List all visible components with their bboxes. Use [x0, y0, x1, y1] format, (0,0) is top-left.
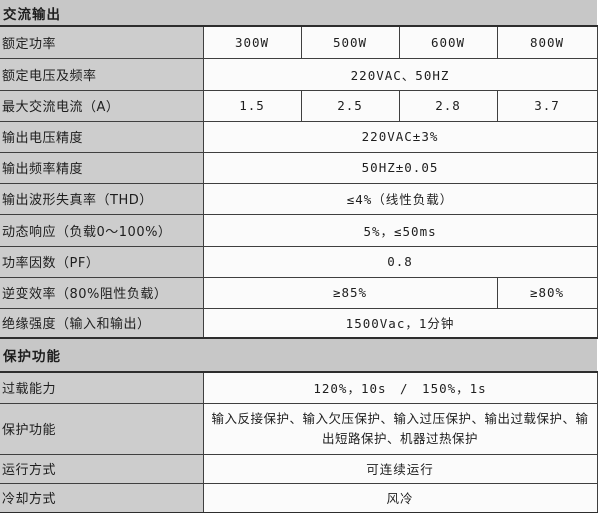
row-label: 动态响应（负载0～100%） [0, 213, 204, 247]
table-row-rated-voltage-frequency: 额定电压及频率 220VAC、50HZ [0, 57, 598, 91]
table-row-output-frequency-accuracy: 输出频率精度 50HZ±0.05 [0, 151, 598, 184]
row-label: 额定功率 [0, 25, 204, 59]
value-cell-merged: 风冷 [202, 482, 598, 513]
table-row-overload-capacity: 过载能力 120%，10s / 150%，1s [0, 371, 598, 404]
row-label: 输出电压精度 [0, 120, 204, 153]
section-row-protection: 保护功能 [0, 337, 598, 373]
row-label: 功率因数（PF） [0, 245, 204, 278]
value-cell: 600W [398, 25, 498, 59]
row-label: 保护功能 [0, 402, 204, 455]
section-header-ac-output: 交流输出 [0, 0, 598, 27]
row-label: 逆变效率（80%阻性负载） [0, 276, 204, 309]
value-cell: 2.8 [398, 89, 498, 122]
row-label: 输出频率精度 [0, 151, 204, 184]
section-row-ac-output: 交流输出 [0, 0, 598, 27]
table-row-insulation-strength: 绝缘强度（输入和输出） 1500Vac，1分钟 [0, 307, 598, 339]
section-header-protection: 保护功能 [0, 337, 598, 373]
value-cell-merged: 120%，10s / 150%，1s [202, 371, 598, 404]
value-cell-merged: 输入反接保护、输入欠压保护、输入过压保护、输出过载保护、输出短路保护、机器过热保… [202, 402, 598, 455]
row-label: 最大交流电流（A） [0, 89, 204, 122]
value-cell-merged: 220VAC、50HZ [202, 57, 598, 91]
value-cell-merged: 50HZ±0.05 [202, 151, 598, 184]
value-cell-span3: ≥85% [202, 276, 498, 309]
row-label: 运行方式 [0, 453, 204, 484]
row-label: 额定电压及频率 [0, 57, 204, 91]
table-row-power-factor: 功率因数（PF） 0.8 [0, 245, 598, 278]
table-row-protection-functions: 保护功能 输入反接保护、输入欠压保护、输入过压保护、输出过载保护、输出短路保护、… [0, 402, 598, 455]
table-row-operation-mode: 运行方式 可连续运行 [0, 453, 598, 484]
table-row-thd: 输出波形失真率（THD） ≤4%（线性负载） [0, 182, 598, 215]
table-row-dynamic-response: 动态响应（负载0～100%） 5%，≤50ms [0, 213, 598, 247]
value-cell: 500W [300, 25, 400, 59]
row-label: 输出波形失真率（THD） [0, 182, 204, 215]
value-cell: 300W [202, 25, 302, 59]
table-row-max-ac-current: 最大交流电流（A） 1.5 2.5 2.8 3.7 [0, 89, 598, 122]
table-row-output-voltage-accuracy: 输出电压精度 220VAC±3% [0, 120, 598, 153]
value-cell-merged: ≤4%（线性负载） [202, 182, 598, 215]
table-row-cooling-method: 冷却方式 风冷 [0, 482, 598, 513]
row-label: 冷却方式 [0, 482, 204, 513]
value-cell-merged: 220VAC±3% [202, 120, 598, 153]
value-cell-merged: 1500Vac，1分钟 [202, 307, 598, 339]
row-label: 过载能力 [0, 371, 204, 404]
table-row-inverter-efficiency: 逆变效率（80%阻性负载） ≥85% ≥80% [0, 276, 598, 309]
value-cell: ≥80% [496, 276, 598, 309]
table-row-rated-power: 额定功率 300W 500W 600W 800W [0, 25, 598, 59]
value-cell-merged: 0.8 [202, 245, 598, 278]
row-label: 绝缘强度（输入和输出） [0, 307, 204, 339]
value-cell-merged: 可连续运行 [202, 453, 598, 484]
value-cell: 1.5 [202, 89, 302, 122]
value-cell: 3.7 [496, 89, 598, 122]
value-cell-merged: 5%，≤50ms [202, 213, 598, 247]
value-cell: 800W [496, 25, 598, 59]
value-cell: 2.5 [300, 89, 400, 122]
